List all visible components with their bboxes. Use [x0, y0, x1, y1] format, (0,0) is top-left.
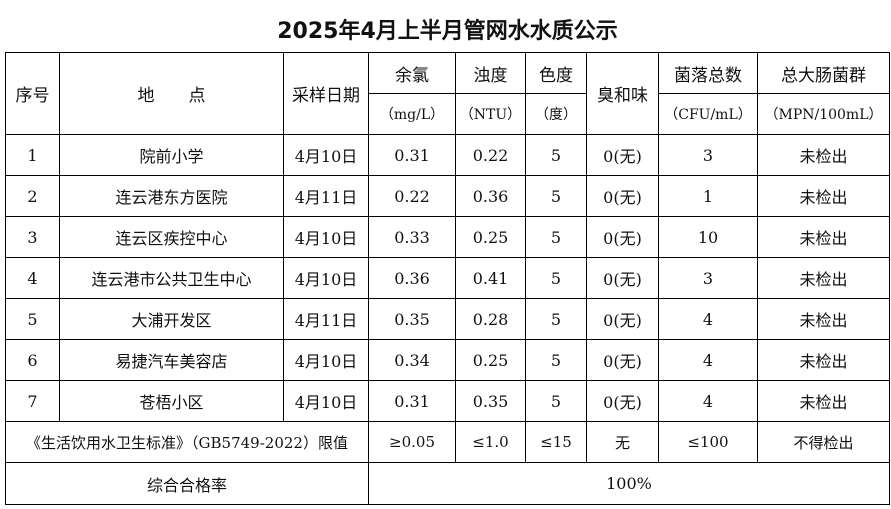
cell-date: 4月10日	[283, 257, 369, 299]
cell-turbidity: 0.36	[455, 175, 526, 217]
cell-coliform: 未检出	[757, 298, 890, 340]
cell-colony: 3	[658, 257, 758, 299]
standard-label: 《生活饮用水卫生标准》（GB5749-2022）限值	[5, 421, 369, 463]
cell-colony: 1	[658, 175, 758, 217]
cell-odor: 0(无)	[586, 298, 659, 340]
cell-location: 连云港东方医院	[59, 175, 284, 217]
cell-date: 4月10日	[283, 380, 369, 422]
header-seq: 序号	[5, 52, 60, 135]
cell-color: 5	[525, 216, 587, 258]
cell-location: 易捷汽车美容店	[59, 339, 284, 381]
table-row: 5 大浦开发区 4月11日 0.35 0.28 5 0(无) 4 未检出	[5, 298, 890, 340]
table-row: 2 连云港东方医院 4月11日 0.22 0.36 5 0(无) 1 未检出	[5, 175, 890, 217]
cell-chlorine: 0.34	[368, 339, 456, 381]
cell-turbidity: 0.41	[455, 257, 526, 299]
header-chlorine: 余氯	[368, 52, 456, 94]
table-row: 3 连云区疾控中心 4月10日 0.33 0.25 5 0(无) 10 未检出	[5, 216, 890, 258]
header-date: 采样日期	[283, 52, 369, 135]
cell-color: 5	[525, 298, 587, 340]
cell-seq: 4	[5, 257, 60, 299]
cell-colony: 10	[658, 216, 758, 258]
cell-turbidity: 0.35	[455, 380, 526, 422]
cell-chlorine: 0.31	[368, 134, 456, 176]
header-location: 地 点	[59, 52, 284, 135]
unit-chlorine: （mg/L）	[368, 93, 456, 135]
table-row: 6 易捷汽车美容店 4月10日 0.34 0.25 5 0(无) 4 未检出	[5, 339, 890, 381]
table-row: 7 苍梧小区 4月10日 0.31 0.35 5 0(无) 4 未检出	[5, 380, 890, 422]
table-row: 1 院前小学 4月10日 0.31 0.22 5 0(无) 3 未检出	[5, 134, 890, 176]
cell-coliform: 未检出	[757, 175, 890, 217]
cell-color: 5	[525, 380, 587, 422]
cell-odor: 0(无)	[586, 134, 659, 176]
standard-turbidity: ≤1.0	[455, 421, 526, 463]
cell-turbidity: 0.28	[455, 298, 526, 340]
standard-color: ≤15	[525, 421, 587, 463]
cell-chlorine: 0.33	[368, 216, 456, 258]
cell-date: 4月11日	[283, 298, 369, 340]
cell-color: 5	[525, 257, 587, 299]
header-turbidity: 浊度	[455, 52, 526, 94]
cell-date: 4月10日	[283, 216, 369, 258]
cell-date: 4月10日	[283, 134, 369, 176]
cell-colony: 4	[658, 339, 758, 381]
cell-coliform: 未检出	[757, 216, 890, 258]
unit-color: （度）	[525, 93, 587, 135]
table-row: 4 连云港市公共卫生中心 4月10日 0.36 0.41 5 0(无) 3 未检出	[5, 257, 890, 299]
cell-turbidity: 0.25	[455, 216, 526, 258]
standard-colony: ≤100	[658, 421, 758, 463]
cell-location: 院前小学	[59, 134, 284, 176]
cell-location: 大浦开发区	[59, 298, 284, 340]
header-color: 色度	[525, 52, 587, 94]
page-title: 2025年4月上半月管网水水质公示	[5, 5, 890, 53]
cell-seq: 2	[5, 175, 60, 217]
cell-seq: 5	[5, 298, 60, 340]
unit-turbidity: （NTU）	[455, 93, 526, 135]
cell-seq: 6	[5, 339, 60, 381]
cell-chlorine: 0.35	[368, 298, 456, 340]
cell-seq: 3	[5, 216, 60, 258]
cell-seq: 7	[5, 380, 60, 422]
cell-color: 5	[525, 339, 587, 381]
unit-coliform: （MPN/100mL）	[757, 93, 890, 135]
cell-date: 4月11日	[283, 175, 369, 217]
cell-location: 连云港市公共卫生中心	[59, 257, 284, 299]
cell-color: 5	[525, 175, 587, 217]
cell-chlorine: 0.31	[368, 380, 456, 422]
cell-odor: 0(无)	[586, 339, 659, 381]
header-colony: 菌落总数	[658, 52, 758, 94]
cell-turbidity: 0.25	[455, 339, 526, 381]
cell-colony: 3	[658, 134, 758, 176]
header-coliform: 总大肠菌群	[757, 52, 890, 94]
cell-coliform: 未检出	[757, 134, 890, 176]
cell-location: 苍梧小区	[59, 380, 284, 422]
cell-coliform: 未检出	[757, 380, 890, 422]
cell-odor: 0(无)	[586, 216, 659, 258]
cell-colony: 4	[658, 298, 758, 340]
cell-coliform: 未检出	[757, 257, 890, 299]
cell-colony: 4	[658, 380, 758, 422]
cell-turbidity: 0.22	[455, 134, 526, 176]
cell-location: 连云区疾控中心	[59, 216, 284, 258]
cell-odor: 0(无)	[586, 257, 659, 299]
water-quality-table: 2025年4月上半月管网水水质公示 序号 地 点 采样日期 余氯 浊度 色度 臭…	[5, 5, 890, 505]
cell-chlorine: 0.36	[368, 257, 456, 299]
cell-date: 4月10日	[283, 339, 369, 381]
cell-color: 5	[525, 134, 587, 176]
cell-seq: 1	[5, 134, 60, 176]
cell-chlorine: 0.22	[368, 175, 456, 217]
cell-odor: 0(无)	[586, 175, 659, 217]
header-odor: 臭和味	[586, 52, 659, 135]
water-quality-sheet: 2025年4月上半月管网水水质公示 序号 地 点 采样日期 余氯 浊度 色度 臭…	[5, 5, 890, 505]
cell-odor: 0(无)	[586, 380, 659, 422]
unit-colony: （CFU/mL）	[658, 93, 758, 135]
standard-odor: 无	[586, 421, 659, 463]
cell-coliform: 未检出	[757, 339, 890, 381]
pass-rate-label: 综合合格率	[5, 462, 369, 505]
standard-chlorine: ≥0.05	[368, 421, 456, 463]
standard-coliform: 不得检出	[757, 421, 890, 463]
pass-rate-value: 100%	[368, 462, 890, 505]
